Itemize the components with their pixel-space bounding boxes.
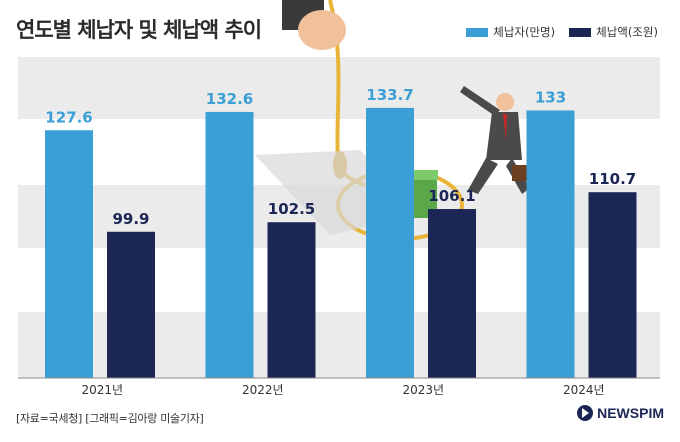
- x-tick-label: 2024년: [563, 383, 605, 397]
- x-tick-label: 2023년: [402, 383, 444, 397]
- x-tick-label: 2021년: [81, 383, 123, 397]
- legend-item-2: 체납액(조원): [569, 24, 658, 40]
- x-tick-label: 2022년: [242, 383, 284, 397]
- data-label: 99.9: [112, 210, 149, 228]
- legend-swatch-1: [466, 27, 489, 37]
- data-label: 102.5: [268, 200, 315, 218]
- data-label: 133.7: [366, 86, 413, 104]
- data-label: 133: [535, 88, 566, 106]
- legend-label-2: 체납액(조원): [596, 25, 658, 39]
- hand: [298, 10, 346, 50]
- bars: [45, 107, 637, 379]
- legend-swatch-2: [569, 27, 592, 37]
- bar-amount: [588, 192, 637, 378]
- data-label: 127.6: [45, 108, 92, 126]
- x-tick-labels: 2021년 2022년 2023년 2024년: [81, 383, 604, 397]
- bar-amount: [428, 209, 476, 378]
- data-label: 132.6: [206, 90, 253, 108]
- chart-title: 연도별 체납자 및 체납액 추이: [16, 18, 262, 42]
- bar-taxpayers: [366, 107, 414, 378]
- bar-taxpayers: [205, 111, 254, 379]
- businessman-icon: [460, 86, 534, 194]
- source-credit: [자료=국세청] [그래픽=김아랑 미술기자]: [16, 412, 204, 425]
- logo-text: NEWSPIM: [597, 405, 664, 421]
- bar-amount: [107, 231, 155, 378]
- bar-taxpayers: [45, 130, 93, 378]
- legend-label-1: 체납자(만명): [493, 25, 556, 39]
- bar-amount: [267, 222, 316, 378]
- newspim-logo: NEWSPIM: [577, 405, 664, 421]
- logo-play-icon: [577, 405, 594, 421]
- bar-taxpayers: [526, 110, 575, 379]
- legend-item-1: 체납자(만명): [466, 24, 555, 40]
- data-label: 110.7: [589, 170, 636, 188]
- data-label: 106.1: [428, 187, 475, 205]
- legend: 체납자(만명) 체납액(조원): [452, 24, 658, 40]
- value-labels: 127.6 99.9 132.6 102.5 133.7 106.1 133 110.7: [45, 86, 636, 228]
